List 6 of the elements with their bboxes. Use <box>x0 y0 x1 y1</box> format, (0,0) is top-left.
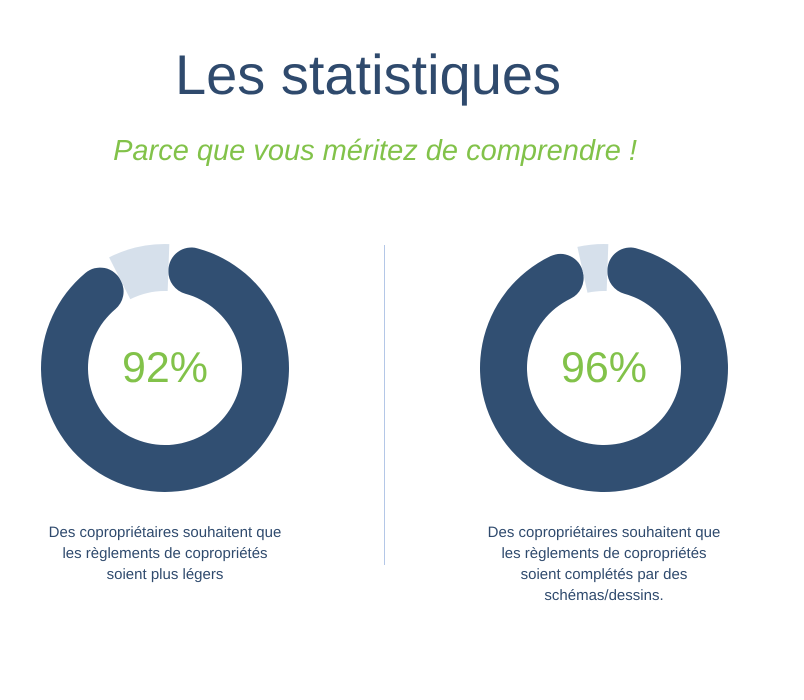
text: Des copropriétaires souhaitent que les règlements de copropriétés soient plus légers <box>48 523 282 585</box>
text: Des copropriétaires souhaitent que les règlements de copropriétés soient complétés par des schémas/dessins. <box>486 523 722 606</box>
data-label: 92% <box>122 344 208 392</box>
text: Parce que vous méritez de comprendre ! <box>112 135 638 167</box>
data-label: 96% <box>560 344 648 392</box>
chart-title: Les statistiques <box>174 43 562 106</box>
